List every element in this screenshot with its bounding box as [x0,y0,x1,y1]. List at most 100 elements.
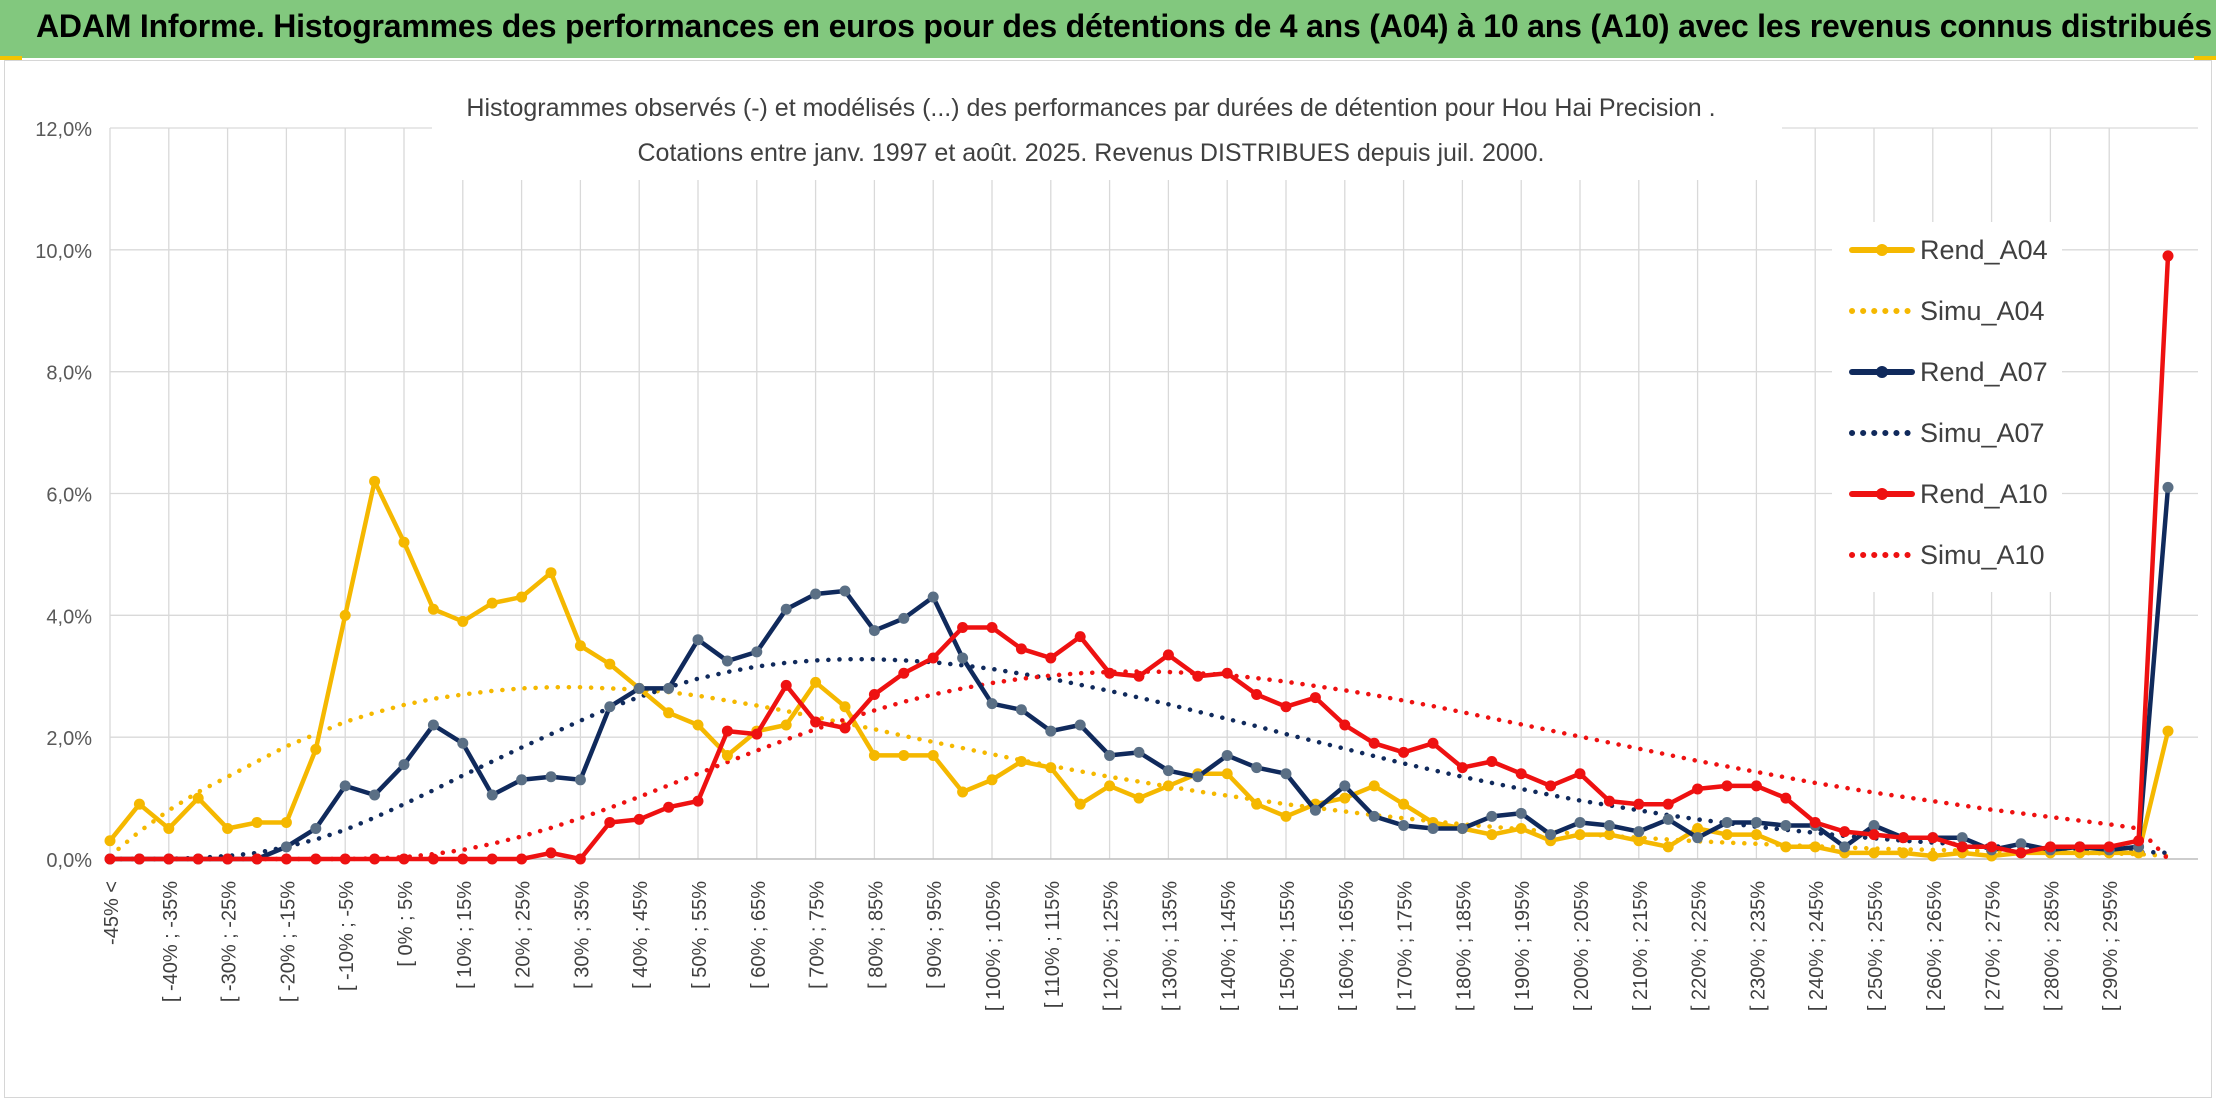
data-point-rend_a07 [1368,810,1380,822]
data-point-rend_a04 [1603,829,1615,841]
data-point-rend_a10 [1015,643,1027,655]
data-point-rend_a10 [751,728,763,740]
x-tick-label: -45% < [101,881,123,945]
data-point-rend_a07 [1045,725,1057,737]
data-point-rend_a10 [604,816,616,828]
data-point-rend_a04 [1104,780,1116,792]
data-point-rend_a04 [1221,768,1233,780]
data-point-rend_a10 [1456,762,1468,774]
x-tick-label: [ 170% ; 175% [1395,881,1417,1011]
data-point-rend_a04 [721,749,733,761]
x-tick-label: [ 240% ; 245% [1806,881,1828,1011]
data-point-rend_a04 [222,823,234,835]
data-point-rend_a10 [692,795,704,807]
data-point-rend_a07 [751,646,763,658]
data-point-rend_a04 [369,475,381,487]
x-tick-label: [ 20% ; 25% [513,881,535,989]
data-point-rend_a04 [251,816,263,828]
data-point-rend_a10 [633,813,645,825]
data-point-rend_a04 [1750,829,1762,841]
data-point-rend_a10 [369,853,381,865]
y-tick-label: 4,0% [46,606,92,628]
data-point-rend_a07 [927,591,939,603]
data-point-rend_a07 [1956,832,1968,844]
data-point-rend_a10 [457,853,469,865]
data-point-rend_a10 [1956,841,1968,853]
data-point-rend_a07 [868,625,880,637]
data-point-rend_a04 [1280,810,1292,822]
data-point-rend_a10 [2103,841,2115,853]
data-point-rend_a04 [1692,823,1704,835]
data-point-rend_a04 [163,823,175,835]
data-point-rend_a10 [1251,689,1263,701]
data-point-rend_a07 [486,789,498,801]
data-point-rend_a10 [2015,847,2027,859]
chart-title: Histogrammes observés (-) et modélisés (… [466,94,1715,122]
data-point-rend_a04 [810,676,822,688]
data-point-rend_a10 [1104,667,1116,679]
report-header: ADAM Informe. Histogrammes des performan… [0,0,2216,58]
y-tick-label: 12,0% [35,119,92,141]
data-point-rend_a04 [1515,823,1527,835]
data-point-rend_a07 [1662,813,1674,825]
data-point-rend_a10 [2044,841,2056,853]
x-tick-label: [ 140% ; 145% [1218,881,1240,1011]
data-point-rend_a07 [1868,819,1880,831]
data-point-rend_a07 [721,655,733,667]
series-lines [104,250,2174,865]
data-point-rend_a10 [1368,737,1380,749]
data-point-rend_a07 [2162,481,2174,493]
data-point-rend_a04 [1486,829,1498,841]
data-point-rend_a10 [1809,816,1821,828]
data-point-rend_a10 [192,853,204,865]
x-tick-label: [ 10% ; 15% [454,881,476,989]
data-point-rend_a04 [663,707,675,719]
x-tick-label: [ -20% ; -15% [277,881,299,1002]
data-point-rend_a10 [104,853,116,865]
data-point-rend_a04 [1633,835,1645,847]
data-point-rend_a04 [1368,780,1380,792]
data-point-rend_a10 [1750,780,1762,792]
y-tick-label: 8,0% [46,363,92,385]
data-point-rend_a07 [1456,823,1468,835]
data-point-rend_a10 [957,622,969,634]
data-point-rend_a04 [927,749,939,761]
data-point-rend_a07 [1780,819,1792,831]
data-point-rend_a10 [1545,780,1557,792]
data-point-rend_a10 [339,853,351,865]
legend-marker [1876,366,1888,378]
x-tick-label: [ 260% ; 265% [1924,881,1946,1011]
data-point-rend_a04 [1897,847,1909,859]
y-tick-label: 2,0% [46,728,92,750]
x-tick-label: [ 220% ; 225% [1689,881,1711,1011]
data-point-rend_a04 [398,536,410,548]
x-tick-label: [ 250% ; 255% [1865,881,1887,1011]
data-point-rend_a10 [1633,798,1645,810]
data-point-rend_a10 [280,853,292,865]
data-point-rend_a10 [1309,692,1321,704]
data-point-rend_a07 [1309,804,1321,816]
legend-marker [1876,244,1888,256]
data-point-rend_a10 [486,853,498,865]
x-tick-label: [ -10% ; -5% [336,881,358,991]
data-point-rend_a07 [1251,762,1263,774]
y-tick-label: 6,0% [46,485,92,507]
data-point-rend_a04 [133,798,145,810]
data-point-rend_a04 [457,615,469,627]
data-point-rend_a07 [1339,780,1351,792]
data-point-rend_a04 [280,816,292,828]
data-point-rend_a07 [339,780,351,792]
data-point-rend_a10 [986,622,998,634]
data-point-rend_a07 [1192,771,1204,783]
data-point-rend_a07 [398,759,410,771]
x-tick-label: [ 180% ; 185% [1453,881,1475,1011]
data-point-rend_a04 [780,719,792,731]
legend-label: Simu_A07 [1920,418,2045,448]
data-point-rend_a10 [2162,250,2174,262]
data-point-rend_a04 [868,749,880,761]
y-tick-label: 0,0% [46,850,92,872]
data-point-rend_a10 [516,853,528,865]
x-tick-label: [ 200% ; 205% [1571,881,1593,1011]
data-point-rend_a04 [339,609,351,621]
